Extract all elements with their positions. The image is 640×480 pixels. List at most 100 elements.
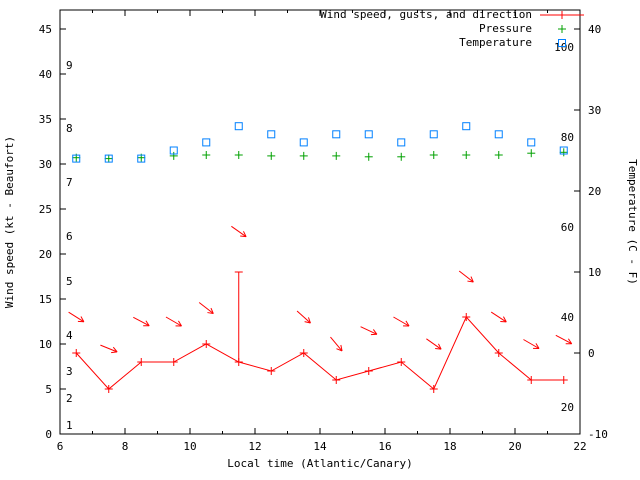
square-marker [104, 154, 113, 163]
chart-generated-content: 6 8 10 12 14 16 18 20 22051015202530354045-10010… [39, 8, 608, 453]
beaufort-label: 3 [66, 365, 73, 378]
beaufort-label: 6 [66, 230, 73, 243]
wind-direction-arrow-head [567, 338, 573, 345]
y-left-tick-label: 25 [39, 203, 52, 216]
wind-direction-arrow-head [435, 348, 442, 350]
square-marker [267, 130, 276, 139]
y-left-tick-label: 20 [39, 248, 52, 261]
y-left-tick-label: 30 [39, 158, 52, 171]
legend-label-2: Temperature [459, 36, 532, 49]
square-marker [364, 130, 373, 139]
wind-direction-arrow [296, 310, 311, 324]
x-tick-label: 8 [122, 440, 129, 453]
x-axis-label: Local time (Atlantic/Canary) [227, 457, 412, 470]
wind-direction-arrow [523, 339, 540, 349]
beaufort-label: 5 [66, 275, 73, 288]
wind-direction-arrow-head [240, 235, 247, 238]
square-marker [234, 122, 243, 131]
y-left-tick-label: 35 [39, 113, 52, 126]
x-tick-label: 14 [313, 440, 327, 453]
wind-direction-arrow [458, 270, 474, 283]
wind-direction-arrow-head [207, 312, 214, 315]
x-tick-label: 20 [508, 440, 521, 453]
square-marker [559, 146, 568, 155]
x-tick-label: 22 [573, 440, 586, 453]
legend-label-1: Pressure [479, 22, 532, 35]
wind-direction-arrow-head [307, 317, 311, 324]
wind-direction-arrow-head [503, 316, 507, 323]
legend-label-0: Wind speed, gusts, and direction [320, 8, 532, 21]
wind-direction-arrow-head [405, 320, 410, 327]
beaufort-label: 4 [66, 329, 73, 342]
y-right-tick-label: 20 [588, 185, 601, 198]
y-right-tick-label: 10 [588, 266, 601, 279]
wind-direction-arrow-head [210, 307, 214, 314]
square-marker [202, 138, 211, 147]
square-marker [462, 122, 471, 131]
y-axis-left-label: Wind speed (kt - Beaufort) [3, 136, 16, 308]
wind-direction-arrow [555, 334, 572, 345]
y-right-tick-label: 40 [588, 23, 601, 36]
wind-direction-arrow [165, 316, 182, 327]
x-tick-label: 18 [443, 440, 456, 453]
wind-direction-arrow-head [111, 351, 118, 354]
beaufort-label: 2 [66, 392, 73, 405]
fahrenheit-label: 80 [561, 131, 574, 144]
x-tick-label: 12 [248, 440, 261, 453]
beaufort-label: 9 [66, 59, 73, 72]
y-left-tick-label: 0 [45, 428, 52, 441]
y-left-tick-label: 5 [45, 383, 52, 396]
square-marker [494, 130, 503, 139]
wind-direction-arrow-head [372, 329, 378, 335]
y-left-tick-label: 10 [39, 338, 52, 351]
fahrenheit-label: 60 [561, 221, 574, 234]
wind-direction-arrow-head [336, 348, 343, 352]
wind-direction-arrow [360, 326, 378, 335]
square-marker [397, 138, 406, 147]
wind-direction-arrow-head [243, 231, 247, 237]
wind-speed-line [75, 316, 564, 390]
wind-direction-arrow-head [340, 344, 343, 351]
beaufort-label: 1 [66, 419, 73, 432]
fahrenheit-label: 20 [561, 401, 574, 414]
x-tick-label: 16 [378, 440, 391, 453]
wind-direction-arrow [490, 311, 507, 323]
beaufort-label: 7 [66, 176, 73, 189]
square-marker [527, 138, 536, 147]
y-left-tick-label: 15 [39, 293, 52, 306]
square-marker [558, 39, 566, 47]
y-left-tick-label: 40 [39, 68, 52, 81]
wind-direction-arrow [198, 302, 214, 314]
wind-direction-arrow-head [80, 316, 85, 323]
wind-direction-arrow-head [112, 346, 118, 353]
y-left-tick-label: 45 [39, 23, 52, 36]
beaufort-label: 8 [66, 122, 73, 135]
wind-direction-arrow [393, 316, 410, 327]
wind-direction-arrow-head [304, 321, 311, 324]
square-marker [169, 146, 178, 155]
square-marker [72, 154, 81, 163]
fahrenheit-label: 40 [561, 311, 574, 324]
wind-direction-arrow-head [470, 276, 474, 283]
wind-direction-arrow-head [438, 343, 442, 350]
wind-direction-arrow [100, 344, 118, 353]
wind-direction-arrow [133, 316, 150, 327]
square-marker [332, 130, 341, 139]
wind-direction-arrow-head [145, 320, 150, 327]
square-marker [429, 130, 438, 139]
y-right-tick-label: -10 [588, 428, 608, 441]
y-right-tick-label: 30 [588, 104, 601, 117]
square-marker [137, 154, 146, 163]
square-marker [299, 138, 308, 147]
wind-direction-arrow-head [467, 280, 474, 283]
wind-direction-arrow-head [177, 320, 182, 327]
wind-direction-arrow [231, 225, 247, 238]
y-axis-right-label: Temperature (C - F) [626, 159, 639, 285]
plot-border [59, 9, 581, 435]
x-tick-label: 6 [57, 440, 64, 453]
wind-direction-arrow [426, 338, 442, 350]
wind-direction-arrow-head [535, 343, 540, 349]
x-tick-label: 10 [183, 440, 196, 453]
